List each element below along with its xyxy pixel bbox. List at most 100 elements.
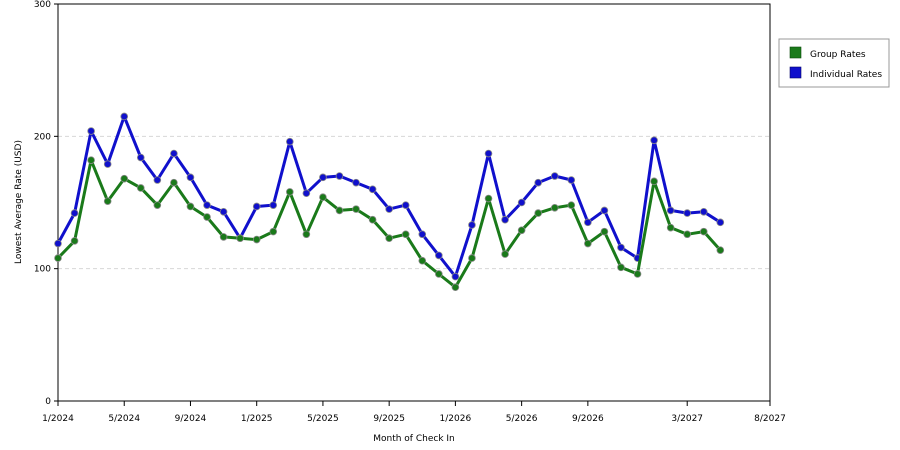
individual-rates-point-20 <box>385 205 393 213</box>
x-tick-label-5-2025: 5/2025 <box>307 414 339 424</box>
group-rates-point-20 <box>385 234 393 243</box>
individual-rates-point-14 <box>286 137 294 146</box>
individual-rates-point-29 <box>534 178 542 187</box>
x-tick-label-5-2026: 5/2026 <box>506 414 538 424</box>
y-axis-title: Lowest Average Rate (USD) <box>14 140 24 264</box>
individual-rates-point-8 <box>186 173 195 182</box>
group-rates-point-35 <box>633 270 642 278</box>
individual-rates-point-27 <box>501 215 509 224</box>
group-rates-point-34 <box>617 263 625 272</box>
group-rates-point-24 <box>451 283 460 291</box>
group-rates-point-14 <box>286 188 294 196</box>
group-rates-point-23 <box>435 270 443 278</box>
individual-rates-point-17 <box>335 172 344 180</box>
individual-rates-point-7 <box>170 149 178 158</box>
individual-rates-point-38 <box>683 209 692 217</box>
group-rates-point-15 <box>302 230 311 239</box>
group-rates-point-17 <box>335 206 344 215</box>
individual-rates-point-21 <box>401 201 410 209</box>
individual-rates-point-0 <box>54 239 62 248</box>
group-rates-point-27 <box>501 250 509 258</box>
group-rates-point-2 <box>87 156 95 164</box>
legend: Group Rates Individual Rates <box>778 38 890 88</box>
individual-rates-point-33 <box>600 206 609 215</box>
individual-rates-point-12 <box>252 202 261 211</box>
group-rates-point-13 <box>269 227 278 236</box>
group-rates-point-32 <box>584 239 592 248</box>
individual-rates-point-32 <box>584 218 592 227</box>
group-rates-point-4 <box>120 174 129 183</box>
x-tick-label-3-2027: 3/2027 <box>671 414 703 424</box>
individual-rates-point-30 <box>550 172 559 180</box>
group-rates-point-38 <box>683 230 692 239</box>
group-rates-point-25 <box>468 254 476 262</box>
x-tick-label-8-2027: 8/2027 <box>754 414 786 424</box>
group-rates-point-37 <box>666 223 675 232</box>
axes <box>57 3 771 402</box>
individual-rates-point-22 <box>418 230 427 239</box>
group-rates-point-29 <box>534 209 542 217</box>
x-tick-label-9-2025: 9/2025 <box>373 414 405 424</box>
group-rates-point-11 <box>236 234 244 243</box>
x-tick-label-5-2024: 5/2024 <box>108 414 140 424</box>
individual-rates-point-39 <box>699 207 708 216</box>
individual-rates-point-10 <box>219 207 228 216</box>
group-rates-point-19 <box>368 215 377 224</box>
individual-rates-line <box>56 115 722 279</box>
x-tick-label-9-2024: 9/2024 <box>175 414 207 424</box>
group-rates-point-28 <box>517 226 526 235</box>
group-rates-point-26 <box>484 194 493 203</box>
legend-label-group-rates: Group Rates <box>810 50 866 60</box>
x-tick-label-9-2026: 9/2026 <box>572 414 604 424</box>
group-rates-point-3 <box>103 197 112 205</box>
individual-rates-point-18 <box>352 178 360 187</box>
group-rates-point-7 <box>170 178 178 187</box>
group-rates-point-21 <box>401 230 410 239</box>
individual-rates-point-26 <box>484 149 493 158</box>
individual-rates-point-13 <box>269 201 278 209</box>
individual-rates-point-16 <box>319 173 327 182</box>
group-rates-point-18 <box>352 205 360 213</box>
series-lines <box>54 112 725 291</box>
individual-rates-point-9 <box>203 201 211 209</box>
individual-rates-point-6 <box>153 176 162 184</box>
group-rates-point-9 <box>203 213 211 221</box>
individual-rates-point-37 <box>666 206 675 215</box>
individual-rates-point-19 <box>368 185 377 194</box>
legend-label-individual-rates: Individual Rates <box>810 70 882 80</box>
x-tick-label-1-2025: 1/2025 <box>241 414 273 424</box>
individual-rates-point-1 <box>70 209 79 217</box>
individual-rates-point-23 <box>435 251 443 260</box>
group-rates-point-30 <box>550 203 559 212</box>
individual-rates-point-31 <box>567 176 576 184</box>
legend-swatch-individual-rates <box>789 66 802 79</box>
group-rates-point-0 <box>54 254 62 262</box>
x-axis-ticks: 1/2024 5/2024 9/2024 1/2025 5/2025 9/2025 1/20… <box>42 401 786 424</box>
group-rates-point-33 <box>600 227 609 236</box>
x-tick-label-1-2024: 1/2024 <box>42 414 74 424</box>
individual-rates-point-36 <box>650 136 658 145</box>
group-rates-point-10 <box>219 233 228 241</box>
y-tick-label-200: 200 <box>34 132 51 142</box>
group-rates-point-39 <box>699 227 708 236</box>
y-tick-label-0: 0 <box>45 397 51 407</box>
group-rates-point-1 <box>70 237 79 245</box>
x-axis-title: Month of Check In <box>373 434 455 444</box>
individual-rates-point-40 <box>716 218 725 227</box>
individual-rates-point-25 <box>468 221 476 229</box>
y-tick-label-300: 300 <box>34 0 51 10</box>
plot-area-frame <box>57 3 771 402</box>
x-tick-label-1-2026: 1/2026 <box>440 414 472 424</box>
group-rates-point-40 <box>716 246 725 254</box>
legend-swatch-group-rates <box>789 46 802 59</box>
individual-rates-point-5 <box>136 153 145 162</box>
group-rates-point-12 <box>252 235 261 244</box>
group-rates-point-16 <box>319 193 327 202</box>
y-tick-label-100: 100 <box>34 265 51 275</box>
group-rates-point-22 <box>418 256 427 265</box>
individual-rates-point-15 <box>302 189 311 198</box>
individual-rates-point-34 <box>617 243 625 252</box>
group-rates-point-36 <box>650 177 658 186</box>
y-axis-ticks: 0 100 200 300 <box>34 0 58 407</box>
